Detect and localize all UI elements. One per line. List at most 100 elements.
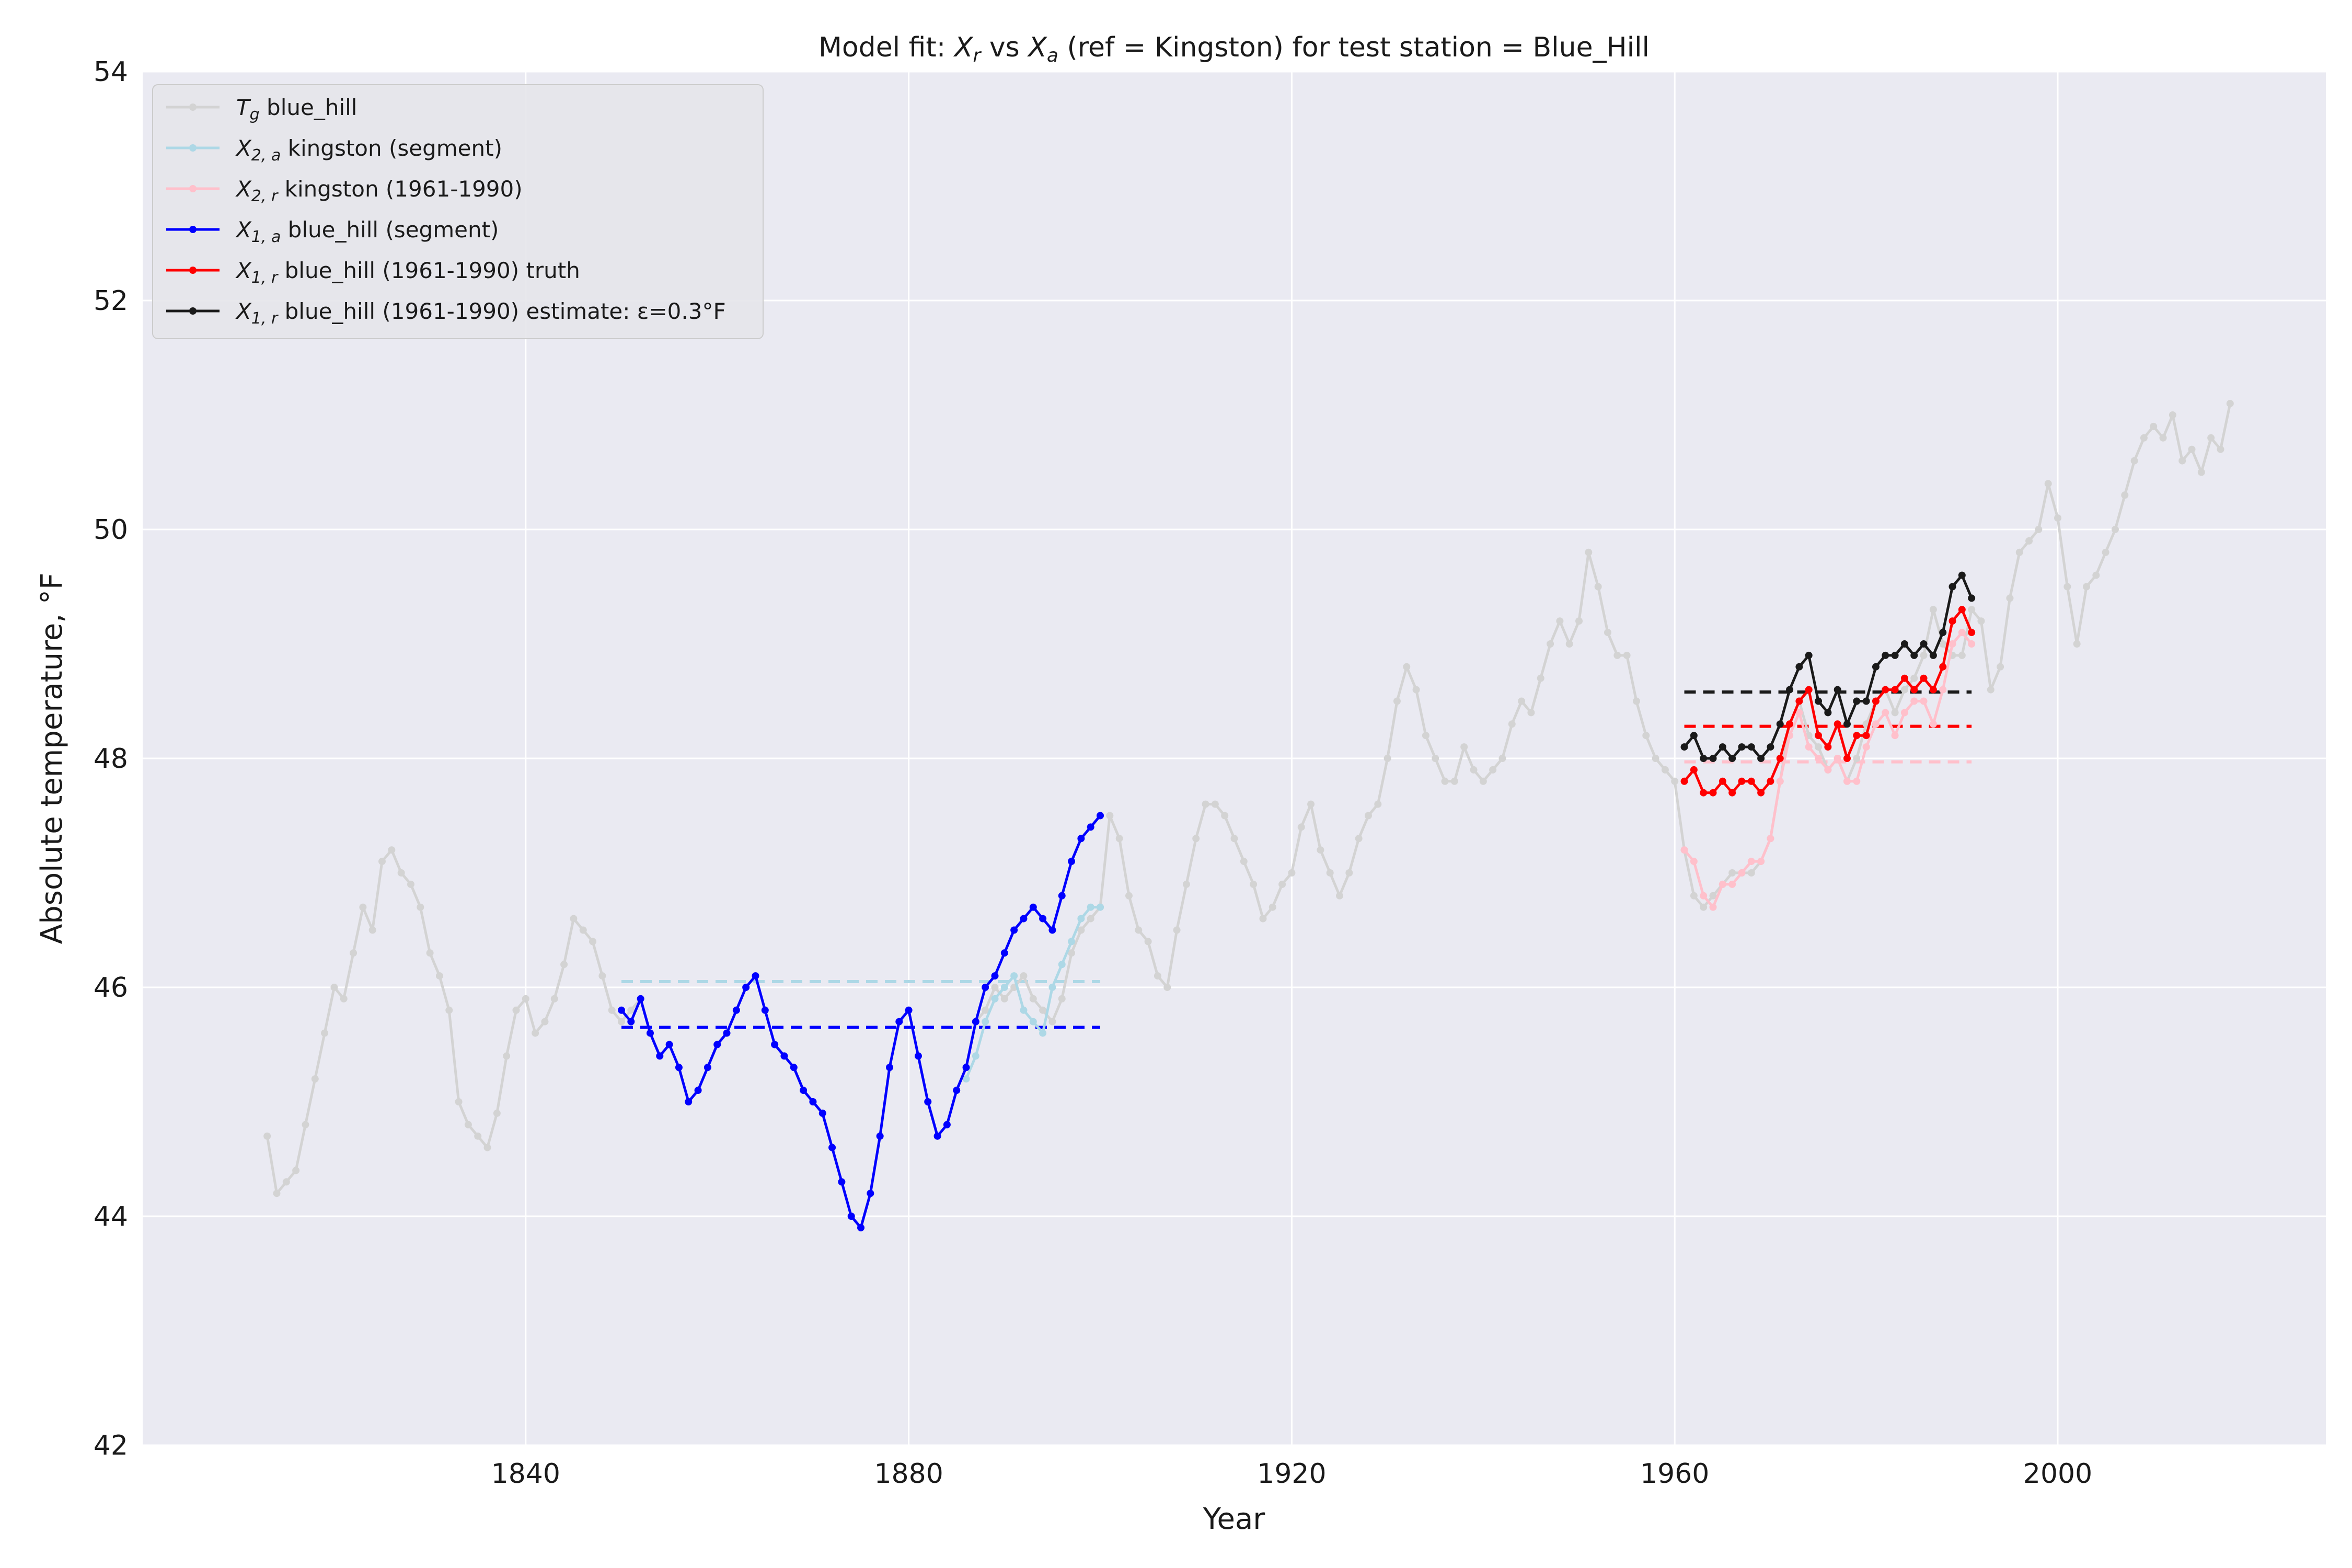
data-point [1680, 846, 1688, 854]
data-point [1278, 880, 1286, 888]
data-point [1700, 903, 1708, 911]
data-point [579, 926, 587, 934]
data-point [1680, 743, 1688, 751]
series-4 [1680, 606, 1976, 797]
data-point [1048, 1018, 1056, 1025]
data-point [1039, 1029, 1047, 1037]
data-point [1450, 777, 1458, 785]
data-point [378, 858, 386, 866]
data-point [1010, 926, 1018, 934]
data-point [713, 1041, 721, 1048]
data-point [2082, 583, 2090, 591]
data-point [1068, 938, 1076, 946]
data-point [503, 1052, 511, 1060]
y-tick-label: 42 [94, 1430, 128, 1461]
data-point [800, 1087, 808, 1094]
data-point [1900, 640, 1908, 648]
data-point [1910, 674, 1918, 682]
data-point [962, 1075, 970, 1083]
data-point [1087, 823, 1094, 831]
data-point [1527, 709, 1535, 717]
data-point [1776, 720, 1784, 728]
data-point [2044, 480, 2052, 488]
data-point [1000, 995, 1008, 1002]
data-point [1058, 892, 1066, 900]
data-point [1690, 766, 1698, 774]
data-point [407, 880, 414, 888]
data-point [962, 1064, 970, 1071]
x-tick-label: 1840 [491, 1458, 560, 1490]
data-point [350, 949, 358, 957]
data-point [1077, 926, 1085, 934]
data-point [417, 903, 424, 911]
data-point [1786, 720, 1794, 728]
legend-entry: X1, r blue_hill (1961-1990) estimate: ε=… [166, 298, 726, 328]
data-point [1853, 777, 1861, 785]
x-tick-label: 2000 [2023, 1458, 2092, 1490]
data-point [1738, 743, 1746, 751]
data-point [1795, 663, 1803, 671]
data-point [924, 1098, 932, 1105]
data-point [1288, 869, 1296, 877]
data-point [302, 1121, 309, 1128]
data-point [1441, 777, 1449, 785]
data-point [982, 1006, 989, 1014]
data-point [1020, 1006, 1028, 1014]
data-point [2217, 445, 2224, 453]
data-point [311, 1075, 319, 1083]
legend-entry: X2, a kingston (segment) [166, 135, 502, 165]
y-axis-label: Absolute temperature, °F [35, 573, 69, 944]
data-point [1920, 674, 1928, 682]
data-point [1585, 548, 1593, 556]
data-point [1900, 686, 1908, 694]
data-point [1958, 606, 1966, 614]
data-point [1767, 835, 1774, 843]
data-point [1422, 732, 1429, 740]
data-point [1834, 755, 1841, 762]
data-point [1547, 640, 1554, 648]
data-point [1747, 858, 1755, 866]
data-point [1719, 777, 1726, 785]
data-point [1259, 915, 1267, 923]
data-point [1968, 640, 1976, 648]
data-point [895, 1018, 903, 1025]
series-3 [618, 812, 1104, 1231]
data-point [1843, 720, 1851, 728]
legend-label: Tg blue_hill [236, 95, 357, 124]
data-point [1039, 1006, 1047, 1014]
data-point [1776, 755, 1784, 762]
data-point [1891, 732, 1899, 740]
data-point [761, 1006, 769, 1014]
data-point [1824, 766, 1832, 774]
data-point [1862, 697, 1870, 705]
data-point [1891, 651, 1899, 659]
data-point [847, 1213, 855, 1220]
data-point [1680, 777, 1688, 785]
legend-label: X1, r blue_hill (1961-1990) estimate: ε=… [235, 298, 726, 328]
legend-entry: X1, a blue_hill (segment) [166, 217, 499, 246]
x-tick-label: 1920 [1257, 1458, 1326, 1490]
data-point [1700, 789, 1708, 797]
x-tick-label: 1880 [874, 1458, 943, 1490]
data-point [1125, 892, 1133, 900]
data-point [359, 903, 367, 911]
data-point [1815, 697, 1823, 705]
data-point [876, 1132, 884, 1140]
data-point [1115, 835, 1123, 843]
legend-box [152, 84, 764, 339]
data-point [1795, 697, 1803, 705]
data-point [1949, 640, 1956, 648]
data-point [1029, 1018, 1037, 1025]
data-point [665, 1041, 673, 1048]
data-point [1900, 709, 1908, 717]
data-point [867, 1190, 874, 1197]
data-point [493, 1109, 501, 1117]
data-point [1594, 583, 1602, 591]
data-point [685, 1098, 693, 1105]
data-point [1345, 869, 1353, 877]
data-point [1805, 651, 1813, 659]
data-point [330, 984, 338, 991]
data-point [1920, 697, 1928, 705]
legend-marker [189, 103, 197, 111]
data-point [627, 1006, 635, 1014]
